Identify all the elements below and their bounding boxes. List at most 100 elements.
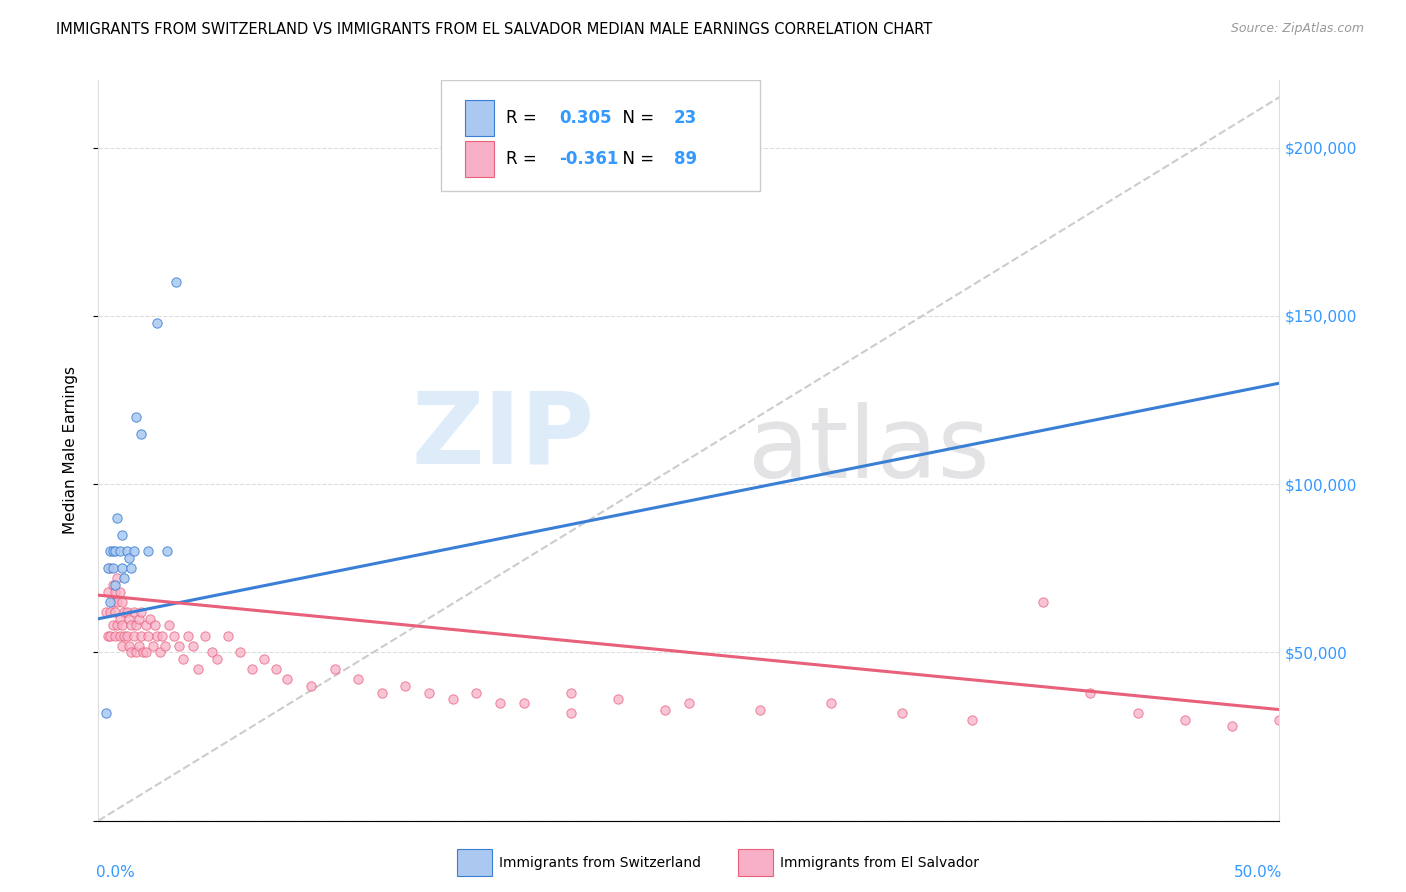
Point <box>1080 686 1102 700</box>
Point <box>125 618 148 632</box>
Point <box>177 628 200 642</box>
Point <box>217 628 239 642</box>
Text: N =: N = <box>612 109 659 127</box>
Point <box>129 605 152 619</box>
Point <box>394 679 416 693</box>
Point <box>98 628 121 642</box>
Point <box>118 551 141 566</box>
Point <box>441 692 464 706</box>
Y-axis label: Median Male Earnings: Median Male Earnings <box>63 367 77 534</box>
Point <box>512 696 534 710</box>
Text: Immigrants from Switzerland: Immigrants from Switzerland <box>499 855 702 870</box>
Point <box>115 628 138 642</box>
Point <box>104 544 127 558</box>
Point <box>323 662 346 676</box>
Point <box>205 652 228 666</box>
Point <box>136 544 159 558</box>
Point <box>143 618 166 632</box>
Point <box>135 618 157 632</box>
Point <box>111 527 134 541</box>
Text: Immigrants from El Salvador: Immigrants from El Salvador <box>780 855 980 870</box>
Point <box>560 706 582 720</box>
Point <box>98 605 121 619</box>
Point <box>607 692 630 706</box>
Text: Source: ZipAtlas.com: Source: ZipAtlas.com <box>1230 22 1364 36</box>
Point <box>299 679 322 693</box>
Point <box>163 628 186 642</box>
Point <box>118 612 141 626</box>
Point <box>135 645 157 659</box>
Point <box>820 696 842 710</box>
Point <box>142 639 165 653</box>
Point <box>105 571 128 585</box>
Text: R =: R = <box>506 150 541 168</box>
Point <box>112 628 135 642</box>
Point <box>104 628 127 642</box>
Point <box>146 628 169 642</box>
Point <box>371 686 394 700</box>
Point <box>201 645 224 659</box>
Point <box>104 584 127 599</box>
Text: atlas: atlas <box>748 402 990 499</box>
FancyBboxPatch shape <box>441 80 759 191</box>
Point <box>112 605 135 619</box>
Point <box>1174 713 1197 727</box>
Point <box>122 544 145 558</box>
Point <box>101 561 124 575</box>
Point <box>108 584 131 599</box>
Point <box>146 316 169 330</box>
Point <box>418 686 440 700</box>
Point <box>129 628 152 642</box>
Point <box>194 628 217 642</box>
Point <box>172 652 194 666</box>
Text: 89: 89 <box>673 150 697 168</box>
Point <box>97 561 120 575</box>
Point <box>1126 706 1149 720</box>
Text: 23: 23 <box>673 109 697 127</box>
Point <box>253 652 276 666</box>
Point <box>108 544 131 558</box>
Point <box>115 605 138 619</box>
Point <box>132 645 155 659</box>
Point <box>121 645 143 659</box>
Point <box>101 544 124 558</box>
Point <box>112 571 135 585</box>
Point <box>157 618 180 632</box>
Point <box>98 595 121 609</box>
Point <box>111 561 134 575</box>
Point <box>136 628 159 642</box>
Point <box>150 628 173 642</box>
Text: R =: R = <box>506 109 541 127</box>
Point <box>122 628 145 642</box>
Point <box>125 645 148 659</box>
Point <box>240 662 263 676</box>
Point <box>94 605 117 619</box>
Point <box>101 618 124 632</box>
Point <box>97 584 120 599</box>
Point <box>118 639 141 653</box>
Point <box>101 578 124 592</box>
Point <box>111 595 134 609</box>
Point <box>111 618 134 632</box>
Text: -0.361: -0.361 <box>560 150 619 168</box>
Point <box>156 544 179 558</box>
Point <box>678 696 700 710</box>
Point <box>1268 713 1291 727</box>
Point <box>98 561 121 575</box>
Point <box>165 275 187 289</box>
Text: ZIP: ZIP <box>412 387 595 484</box>
Point <box>108 612 131 626</box>
Point <box>167 639 190 653</box>
Point <box>111 639 134 653</box>
Point <box>105 595 128 609</box>
Point <box>94 706 117 720</box>
Point <box>153 639 176 653</box>
Point <box>101 595 124 609</box>
Text: IMMIGRANTS FROM SWITZERLAND VS IMMIGRANTS FROM EL SALVADOR MEDIAN MALE EARNINGS : IMMIGRANTS FROM SWITZERLAND VS IMMIGRANT… <box>56 22 932 37</box>
Point <box>128 612 150 626</box>
Point <box>489 696 512 710</box>
Point <box>129 426 152 441</box>
Point <box>654 703 676 717</box>
Point <box>1032 595 1054 609</box>
Point <box>181 639 204 653</box>
